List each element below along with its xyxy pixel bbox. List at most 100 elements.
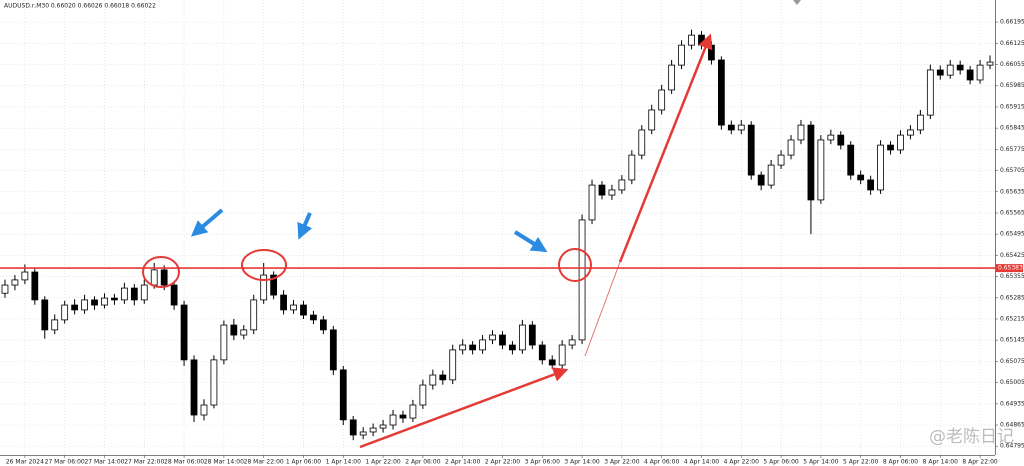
candle-body: [349, 419, 357, 436]
candle-body: [698, 34, 705, 46]
candle-body: [310, 314, 317, 321]
candle-body: [966, 69, 974, 81]
candle-body: [419, 384, 427, 406]
candle-body: [220, 324, 228, 361]
candle-body: [210, 359, 218, 406]
candle-body: [11, 279, 19, 286]
candle-body: [31, 271, 39, 301]
pointer-arrow: [297, 212, 313, 240]
x-tick-label: 5 Apr 22:00: [843, 459, 878, 466]
candle-body: [130, 287, 138, 301]
candle-body: [727, 124, 735, 131]
candle-body: [767, 164, 775, 186]
candle-body: [737, 124, 745, 131]
x-tick-label: 2 Apr 06:00: [405, 459, 440, 466]
candle-body: [61, 304, 69, 321]
candle-body: [41, 299, 49, 331]
pointer-arrow: [513, 230, 548, 253]
candle-body: [439, 374, 447, 381]
candle-body: [489, 334, 496, 341]
candle-body: [160, 269, 168, 286]
candle-body: [717, 59, 725, 126]
candle-body: [379, 424, 387, 429]
x-tick-label: 28 Mar 06:00: [164, 459, 204, 466]
candle-body: [847, 144, 855, 176]
candle-body: [538, 344, 546, 361]
x-tick-label: 27 Mar 22:00: [124, 459, 164, 466]
x-tick-label: 1 Apr 06:00: [286, 459, 321, 466]
x-tick-label: 8 Apr 06:00: [883, 459, 918, 466]
y-tick-label: 0.65005: [1000, 379, 1024, 386]
candle-body: [588, 184, 596, 221]
candle-body: [658, 89, 666, 111]
grid: [0, 0, 995, 455]
x-tick-label: 5 Apr 06:00: [763, 459, 798, 466]
candle-body: [399, 414, 407, 419]
y-tick-label: 0.65985: [1000, 82, 1024, 89]
x-tick-label: 3 Apr 06:00: [525, 459, 560, 466]
x-tick-label: 4 Apr 14:00: [684, 459, 719, 466]
candle-body: [91, 299, 98, 306]
candle-body: [638, 129, 646, 156]
candle-body: [857, 174, 865, 181]
candle-body: [140, 284, 148, 301]
candle-body: [936, 69, 944, 76]
candle-body: [21, 271, 29, 281]
candle-body: [777, 154, 785, 166]
trend-arrow-tail: [584, 261, 621, 357]
y-tick-label: 0.65355: [1000, 273, 1024, 280]
candle-body: [807, 124, 815, 201]
shift-marker: [793, 0, 801, 5]
x-tick-label: 28 Mar 14:00: [204, 459, 244, 466]
level-price-label: 0.65383: [998, 265, 1023, 272]
x-tick-label: 27 Mar 14:00: [84, 459, 124, 466]
candle-body: [946, 64, 954, 76]
candle-body: [339, 369, 347, 421]
candle-body: [648, 109, 656, 131]
y-tick-label: 0.65915: [1000, 103, 1024, 110]
y-tick-label: 0.65075: [1000, 358, 1024, 365]
candle-body: [548, 359, 556, 366]
candle-body: [319, 319, 327, 331]
candle-body: [598, 184, 606, 196]
candle-body: [1, 284, 9, 294]
candle-body: [956, 64, 964, 71]
candle-body: [389, 414, 397, 426]
candle-body: [678, 44, 685, 66]
candle-body: [628, 154, 636, 181]
circle-highlight: [241, 249, 287, 281]
candle-body: [300, 304, 307, 316]
candle-body: [469, 344, 477, 351]
candle-body: [150, 269, 158, 286]
x-tick-label: 28 Mar 22:00: [244, 459, 284, 466]
candle-body: [926, 69, 934, 116]
candles: [1, 29, 994, 441]
y-tick-label: 0.64795: [1000, 443, 1024, 450]
y-tick-label: 0.65705: [1000, 167, 1024, 174]
candle-body: [897, 134, 904, 151]
candle-body: [429, 374, 437, 386]
candle-body: [170, 284, 178, 306]
y-tick-label: 0.65215: [1000, 315, 1024, 322]
candle-body: [976, 64, 984, 81]
candle-body: [568, 339, 576, 346]
y-tick-label: 0.65495: [1000, 231, 1024, 238]
candle-body: [817, 139, 825, 201]
candle-body: [916, 114, 924, 131]
candle-body: [190, 359, 198, 416]
candle-body: [111, 297, 118, 301]
candle-body: [787, 139, 795, 156]
x-tick-label: 26 Mar 2024: [6, 459, 44, 466]
candle-body: [747, 124, 755, 176]
y-tick-label: 0.65565: [1000, 209, 1024, 216]
candle-body: [260, 274, 268, 301]
watermark: @老陈日记: [929, 427, 1014, 447]
y-tick-label: 0.65425: [1000, 252, 1024, 259]
x-tick-label: 3 Apr 22:00: [604, 459, 639, 466]
y-tick-label: 0.65775: [1000, 146, 1024, 153]
candle-body: [81, 299, 88, 311]
candle-body: [877, 144, 884, 191]
y-tick-label: 0.66195: [1000, 19, 1024, 26]
trend-arrow: [618, 33, 713, 263]
